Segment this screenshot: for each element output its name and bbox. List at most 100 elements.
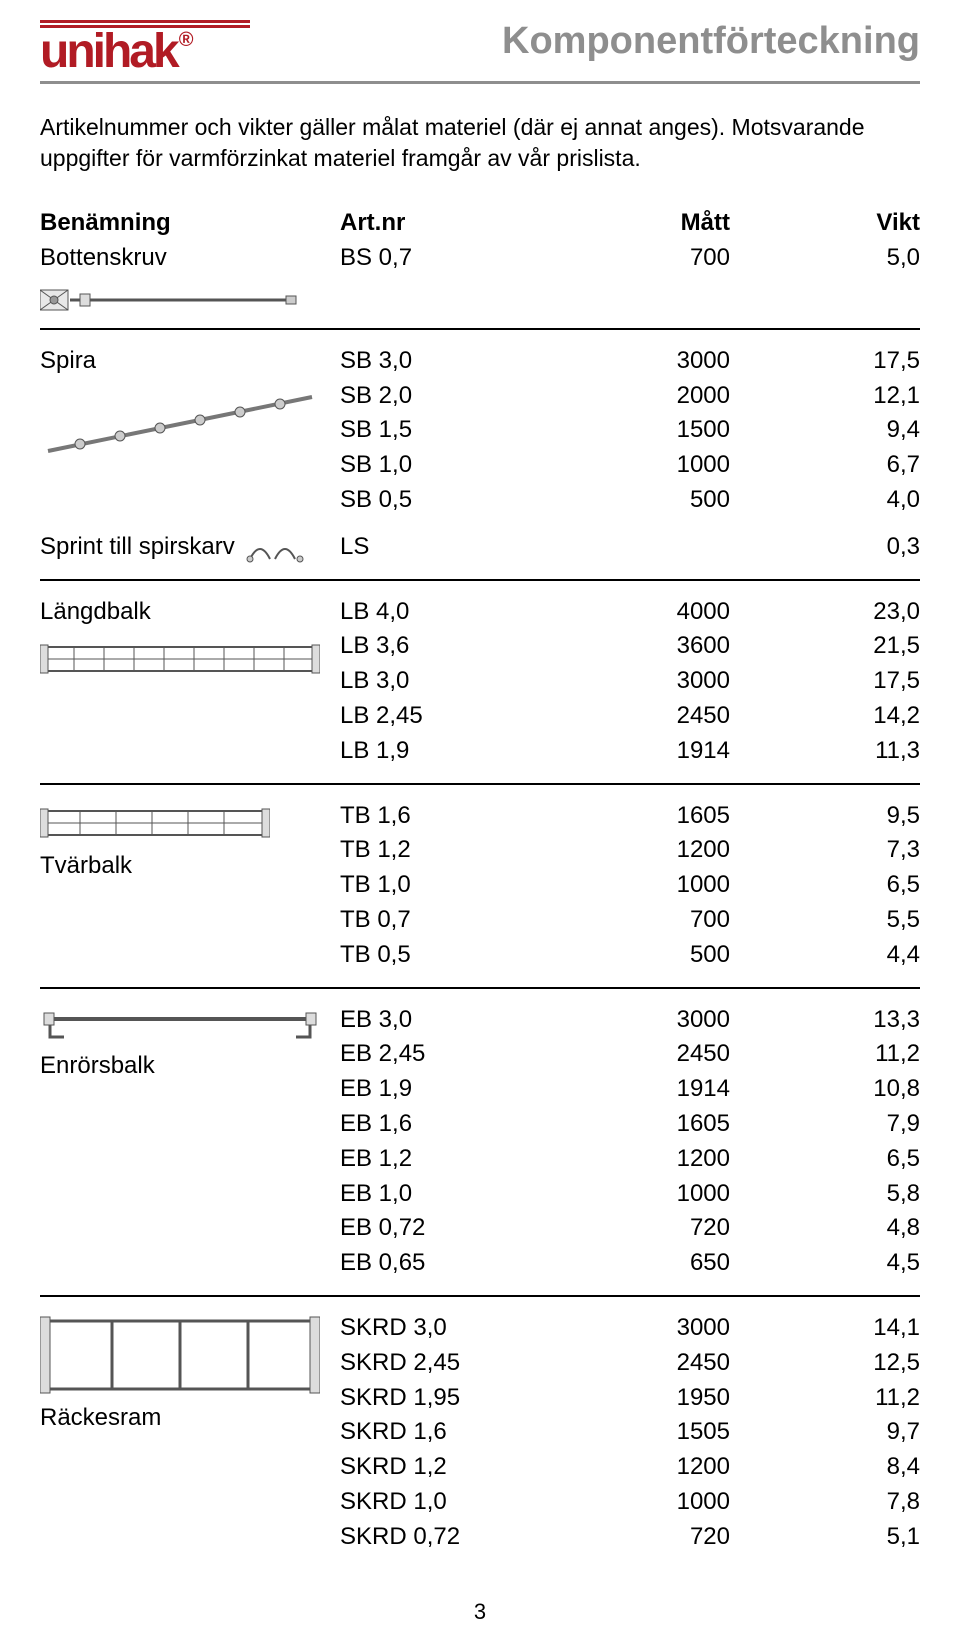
cell: EB 1,6 [340,1107,560,1142]
cell: 700 [560,903,730,938]
table-block-spira: Spira SB 3,0 SB 2,0 SB 1,5 SB [40,330,920,581]
cell: LB 2,45 [340,699,560,734]
cell-matt: 3000 2450 1950 1505 1200 1000 720 [560,1311,760,1555]
cell: 12,5 [760,1346,920,1381]
table-row: Spira SB 3,0 SB 2,0 SB 1,5 SB [40,344,920,518]
cell: EB 1,0 [340,1177,560,1212]
logo: unihak® [40,20,250,73]
group-label-cell: Bottenskruv [40,241,340,314]
cell: 1500 [560,413,730,448]
cell: TB 0,7 [340,903,560,938]
page-title: Komponentförteckning [502,20,920,63]
col-header-matt: Mått [560,206,760,241]
cell: 1000 [560,448,730,483]
cell: SKRD 1,2 [340,1450,560,1485]
cell: SB 3,0 [340,344,560,379]
cell-art: TB 1,6 TB 1,2 TB 1,0 TB 0,7 TB 0,5 [340,799,560,973]
cell: EB 3,0 [340,1003,560,1038]
cell: 1000 [560,1485,730,1520]
cell: 7,3 [760,833,920,868]
cell: 7,8 [760,1485,920,1520]
cell: 3000 [560,664,730,699]
cell: 11,2 [760,1037,920,1072]
table-row: Enrörsbalk EB 3,0 EB 2,45 EB 1,9 EB 1,6 … [40,1003,920,1281]
cell: 3000 [560,344,730,379]
cell: 8,4 [760,1450,920,1485]
col-header-art: Art.nr [340,206,560,241]
cell: 3000 [560,1003,730,1038]
cell: EB 0,72 [340,1211,560,1246]
cell: 1200 [560,1450,730,1485]
cell: 500 [560,483,730,518]
cell: 1914 [560,1072,730,1107]
cell: 9,5 [760,799,920,834]
group-label: Bottenskruv [40,241,167,276]
group-label: Tvärbalk [40,849,132,884]
cell: 5,8 [760,1177,920,1212]
cell: 2450 [560,1037,730,1072]
table-row: Längdbalk [40,595,920,769]
cell-vikt: 0,3 [760,530,920,565]
table-block-enrorsbalk: Enrörsbalk EB 3,0 EB 2,45 EB 1,9 EB 1,6 … [40,989,920,1297]
cell: 1200 [560,1142,730,1177]
cell: SKRD 0,72 [340,1520,560,1555]
cell: 720 [560,1520,730,1555]
table-block-tvarbalk: Tvärbalk TB 1,6 TB 1,2 TB 1,0 TB 0,7 TB … [40,785,920,989]
sprint-icon [245,534,305,564]
cell: LB 3,6 [340,629,560,664]
cell-vikt: 13,3 11,2 10,8 7,9 6,5 5,8 4,8 4,5 [760,1003,920,1281]
cell: 6,5 [760,868,920,903]
table-block-langdbalk: Längdbalk [40,581,920,785]
cell: 500 [560,938,730,973]
cell: 9,4 [760,413,920,448]
col-header-vikt: Vikt [760,206,920,241]
spira-icon [40,389,320,459]
cell: 3000 [560,1311,730,1346]
cell: 1605 [560,799,730,834]
cell: SB 2,0 [340,379,560,414]
cell: 1605 [560,1107,730,1142]
cell: 11,3 [760,734,920,769]
group-label: Enrörsbalk [40,1049,155,1084]
registered-icon: ® [179,29,191,51]
group-label: Sprint till spirskarv [40,530,235,565]
cell-vikt: 14,1 12,5 11,2 9,7 8,4 7,8 5,1 [760,1311,920,1555]
table-block-rackesram: Räckesram SKRD 3,0 SKRD 2,45 SKRD 1,95 S… [40,1297,920,1569]
cell: 17,5 [760,344,920,379]
cell: 12,1 [760,379,920,414]
cell: 2450 [560,1346,730,1381]
cell: SKRD 1,0 [340,1485,560,1520]
group-label-cell: Tvärbalk [40,799,340,884]
cell: 2450 [560,699,730,734]
table-row: Räckesram SKRD 3,0 SKRD 2,45 SKRD 1,95 S… [40,1311,920,1555]
intro-text: Artikelnummer och vikter gäller målat ma… [0,112,960,192]
page-number: 3 [0,1569,960,1645]
cell: 6,5 [760,1142,920,1177]
group-label-cell: Längdbalk [40,595,340,680]
cell: 4,5 [760,1246,920,1281]
cell-matt: 3000 2450 1914 1605 1200 1000 720 650 [560,1003,760,1281]
cell: SKRD 2,45 [340,1346,560,1381]
col-header-label: Benämning [40,206,340,241]
logo-stripe [40,20,250,23]
table-row: Sprint till spirskarv LS 0,3 [40,518,920,565]
langdbalk-icon [40,639,320,679]
cell-vikt: 9,5 7,3 6,5 5,5 4,4 [760,799,920,973]
cell: TB 1,2 [340,833,560,868]
cell-art: LB 4,0 LB 3,6 LB 3,0 LB 2,45 LB 1,9 [340,595,560,769]
cell: 1950 [560,1381,730,1416]
cell-art: SB 3,0 SB 2,0 SB 1,5 SB 1,0 SB 0,5 [340,344,560,518]
cell: SKRD 1,95 [340,1381,560,1416]
cell-art: EB 3,0 EB 2,45 EB 1,9 EB 1,6 EB 1,2 EB 1… [340,1003,560,1281]
cell: 13,3 [760,1003,920,1038]
cell: 1200 [560,833,730,868]
cell-art: LS [340,530,560,565]
cell: 4000 [560,595,730,630]
cell: LB 1,9 [340,734,560,769]
cell: TB 1,6 [340,799,560,834]
logo-text: unihak® [40,30,250,73]
cell-matt: 700 [560,241,760,276]
group-label-cell: Sprint till spirskarv [40,530,340,565]
group-label-cell: Enrörsbalk [40,1003,340,1084]
table-header-row: Benämning Art.nr Mått Vikt [40,206,920,241]
